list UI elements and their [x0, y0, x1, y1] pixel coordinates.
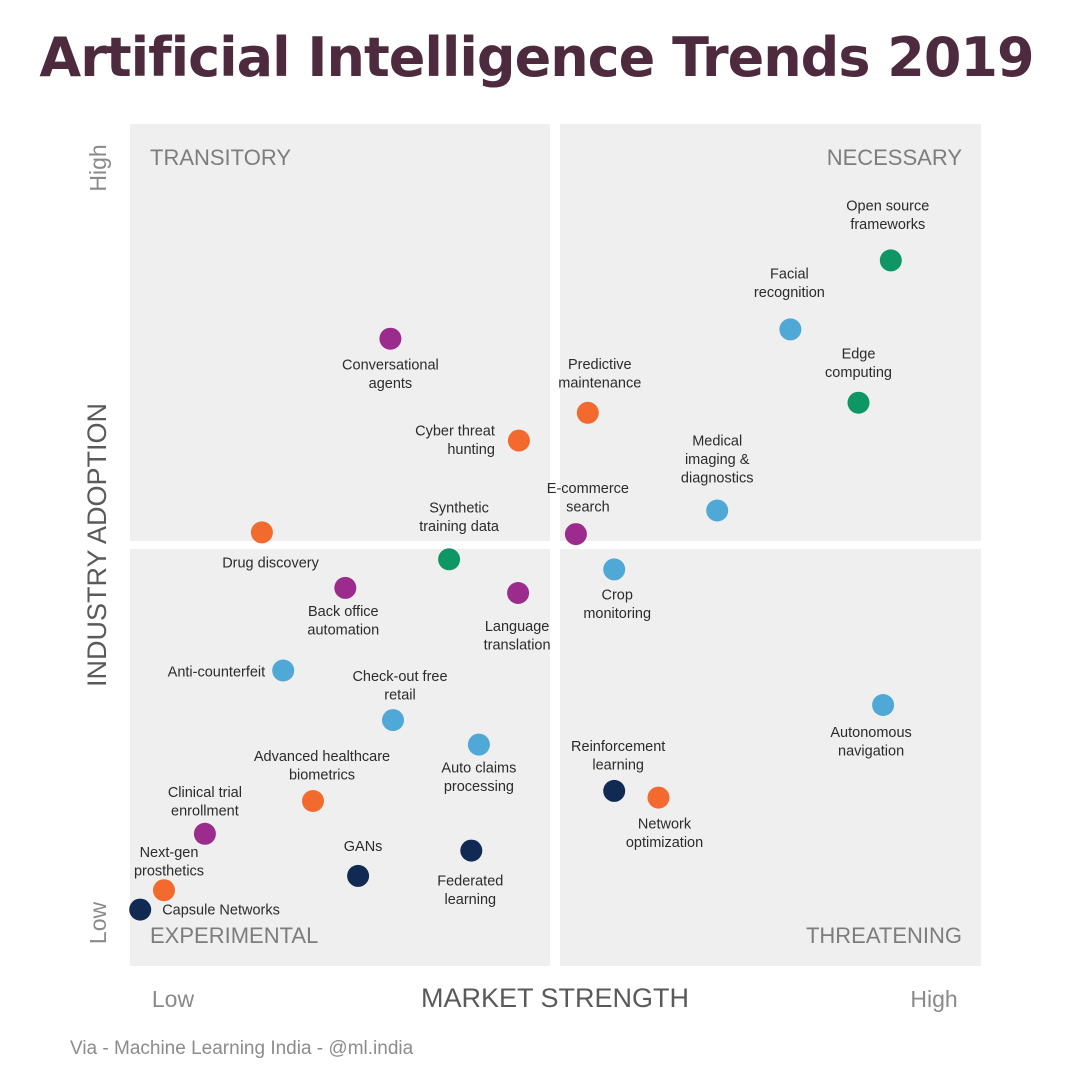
point-label-capsule-networks: Capsule Networks	[162, 903, 280, 919]
point-capsule-networks	[129, 898, 152, 921]
quadrant-label-threatening: THREATENING	[806, 923, 962, 948]
point-label-anti-counterfeit: Anti-counterfeit	[168, 665, 266, 681]
point-anti-counterfeit	[272, 659, 295, 682]
y-axis-high-label: High	[85, 144, 111, 191]
point-edge-computing	[847, 391, 870, 414]
quadrant-panel-top-right	[560, 124, 981, 541]
point-language-translation	[507, 582, 530, 604]
quadrant-panel-bottom-right	[560, 549, 981, 966]
page-title: Artificial Intelligence Trends 2019	[39, 26, 1034, 89]
point-facial-recognition	[779, 318, 802, 341]
point-autonomous-navigation	[872, 694, 895, 716]
point-label-next-gen-prosthetics: Next-gen prosthetics	[134, 845, 204, 880]
y-axis-title: INDUSTRY ADOPTION	[82, 403, 112, 687]
data-points: Open source frameworks Facial recognition Ed…	[129, 198, 929, 921]
point-next-gen-prosthetics	[153, 879, 175, 902]
point-label-autonomous-navigation: Autonomous navigation	[830, 725, 911, 760]
point-open-source-frameworks	[879, 249, 902, 272]
y-axis-low-label: Low	[85, 902, 111, 945]
point-gans	[347, 864, 370, 887]
point-label-cyber-threat-hunting: Cyber threat hunting	[415, 424, 495, 459]
point-check-out-free-retail	[382, 709, 404, 732]
point-clinical-trial-enrollment	[193, 822, 216, 845]
point-crop-monitoring	[603, 558, 626, 581]
source-credit: Via - Machine Learning India - @ml.india	[70, 1038, 414, 1059]
point-medical-imaging-and-diagnostics	[706, 499, 729, 522]
point-synthetic-training-data	[438, 548, 461, 571]
point-label-back-office-automation: Back office automation	[307, 604, 379, 639]
point-advanced-healthcare-biometrics	[302, 790, 324, 812]
point-label-crop-monitoring: Crop monitoring	[583, 587, 651, 622]
point-label-conversational-agents: Conversational agents	[342, 358, 439, 393]
point-label-network-optimization: Network optimization	[626, 817, 703, 852]
point-auto-claims-processing	[467, 733, 490, 756]
point-conversational-agents	[379, 327, 402, 350]
point-label-clinical-trial-enrollment: Clinical trial enrollment	[168, 785, 242, 820]
point-network-optimization	[647, 786, 670, 809]
point-label-advanced-healthcare-biometrics: Advanced healthcare biometrics	[254, 749, 390, 784]
point-label-e-commerce-search: E-commerce search	[547, 481, 629, 515]
point-label-predictive-maintenance: Predictive maintenance	[558, 357, 641, 392]
x-axis-title: MARKET STRENGTH	[421, 983, 689, 1013]
point-drug-discovery	[250, 521, 273, 544]
point-label-open-source-frameworks: Open source frameworks	[846, 198, 929, 233]
point-label-medical-imaging-and-diagnostics: Medical imaging & diagnostics	[681, 434, 754, 487]
point-label-gans: GANs	[344, 839, 383, 855]
point-label-synthetic-training-data: Synthetic training data	[419, 500, 500, 535]
quadrant-panel-top-left	[130, 124, 550, 541]
quadrant-label-transitory: TRANSITORY	[150, 145, 291, 170]
point-label-federated-learning: Federated learning	[437, 874, 503, 909]
point-label-edge-computing: Edge computing	[825, 347, 892, 382]
point-back-office-automation	[334, 576, 357, 599]
x-axis-low-label: Low	[152, 986, 195, 1012]
quadrant-label-necessary: NECESSARY	[827, 145, 963, 170]
quadrant-panel-bottom-left	[130, 549, 550, 966]
point-label-language-translation: Language translation	[484, 619, 551, 654]
point-predictive-maintenance	[576, 401, 599, 424]
x-axis-high-label: High	[910, 986, 957, 1012]
point-label-drug-discovery: Drug discovery	[222, 555, 319, 571]
point-reinforcement-learning	[603, 779, 626, 802]
point-federated-learning	[460, 839, 483, 862]
point-label-check-out-free-retail: Check-out free retail	[352, 669, 447, 704]
point-label-reinforcement-learning: Reinforcement learning	[571, 739, 665, 774]
point-label-facial-recognition: Facial recognition	[754, 266, 825, 301]
point-cyber-threat-hunting	[507, 429, 530, 452]
point-label-auto-claims-processing: Auto claims processing	[441, 761, 516, 796]
point-e-commerce-search	[564, 523, 587, 546]
quadrant-label-experimental: EXPERIMENTAL	[150, 923, 318, 948]
